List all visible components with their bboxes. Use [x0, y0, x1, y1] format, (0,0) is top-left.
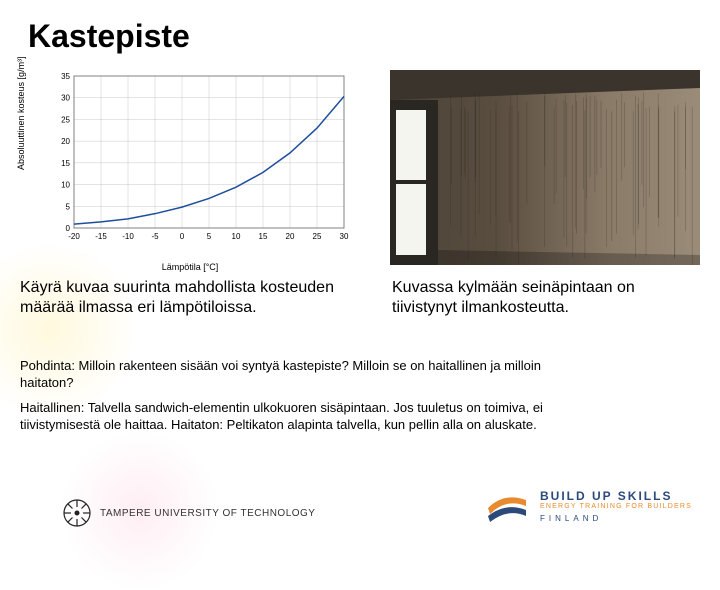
svg-text:30: 30: [61, 94, 70, 103]
chart-y-axis-label: Absoluuttinen kosteus [g/m³]: [16, 56, 26, 170]
reflection-question: Pohdinta: Milloin rakenteen sisään voi s…: [20, 358, 560, 392]
footer: TAMPERE UNIVERSITY OF TECHNOLOGY BUILD U…: [0, 480, 720, 528]
svg-text:10: 10: [232, 232, 241, 241]
university-mark-icon: [62, 498, 92, 528]
page-title: Kastepiste: [28, 18, 190, 55]
bus-country: FINLAND: [540, 514, 692, 524]
svg-text:5: 5: [66, 202, 71, 211]
svg-text:-10: -10: [122, 232, 134, 241]
svg-text:20: 20: [61, 137, 70, 146]
svg-text:-15: -15: [95, 232, 107, 241]
chart-caption: Käyrä kuvaa suurinta mahdollista kosteud…: [20, 278, 340, 318]
svg-text:0: 0: [66, 224, 71, 233]
svg-text:30: 30: [340, 232, 349, 241]
condensation-photo: [390, 70, 700, 265]
svg-text:15: 15: [61, 159, 70, 168]
build-up-skills-logo: BUILD UP SKILLS ENERGY TRAINING FOR BUIL…: [484, 486, 692, 526]
answer-text: Haitallinen: Talvella sandwich-elementin…: [20, 400, 580, 434]
bus-title: BUILD UP SKILLS: [540, 489, 692, 503]
chart-plot: -20 -15 -10 -5 0 5 10 15 20 25 30 0 5 10 15 20 25 30 35: [50, 70, 350, 250]
build-up-skills-mark-icon: [484, 486, 530, 526]
svg-text:10: 10: [61, 181, 70, 190]
svg-text:5: 5: [207, 232, 212, 241]
svg-text:20: 20: [286, 232, 295, 241]
chart-x-axis-label: Lämpötila [°C]: [162, 262, 219, 272]
university-name: TAMPERE UNIVERSITY OF TECHNOLOGY: [100, 508, 315, 519]
svg-text:15: 15: [259, 232, 268, 241]
svg-text:0: 0: [180, 232, 185, 241]
tampere-university-logo: TAMPERE UNIVERSITY OF TECHNOLOGY: [62, 498, 315, 528]
humidity-chart: Absoluuttinen kosteus [g/m³] -20-15-10-5…: [20, 70, 360, 270]
svg-text:25: 25: [61, 115, 70, 124]
svg-text:25: 25: [313, 232, 322, 241]
build-up-skills-text: BUILD UP SKILLS ENERGY TRAINING FOR BUIL…: [540, 489, 692, 523]
svg-text:-5: -5: [151, 232, 159, 241]
photo-caption: Kuvassa kylmään seinäpintaan on tiivisty…: [392, 278, 702, 318]
bus-subtitle: ENERGY TRAINING FOR BUILDERS: [540, 503, 692, 511]
svg-text:-20: -20: [68, 232, 80, 241]
svg-text:35: 35: [61, 72, 70, 81]
